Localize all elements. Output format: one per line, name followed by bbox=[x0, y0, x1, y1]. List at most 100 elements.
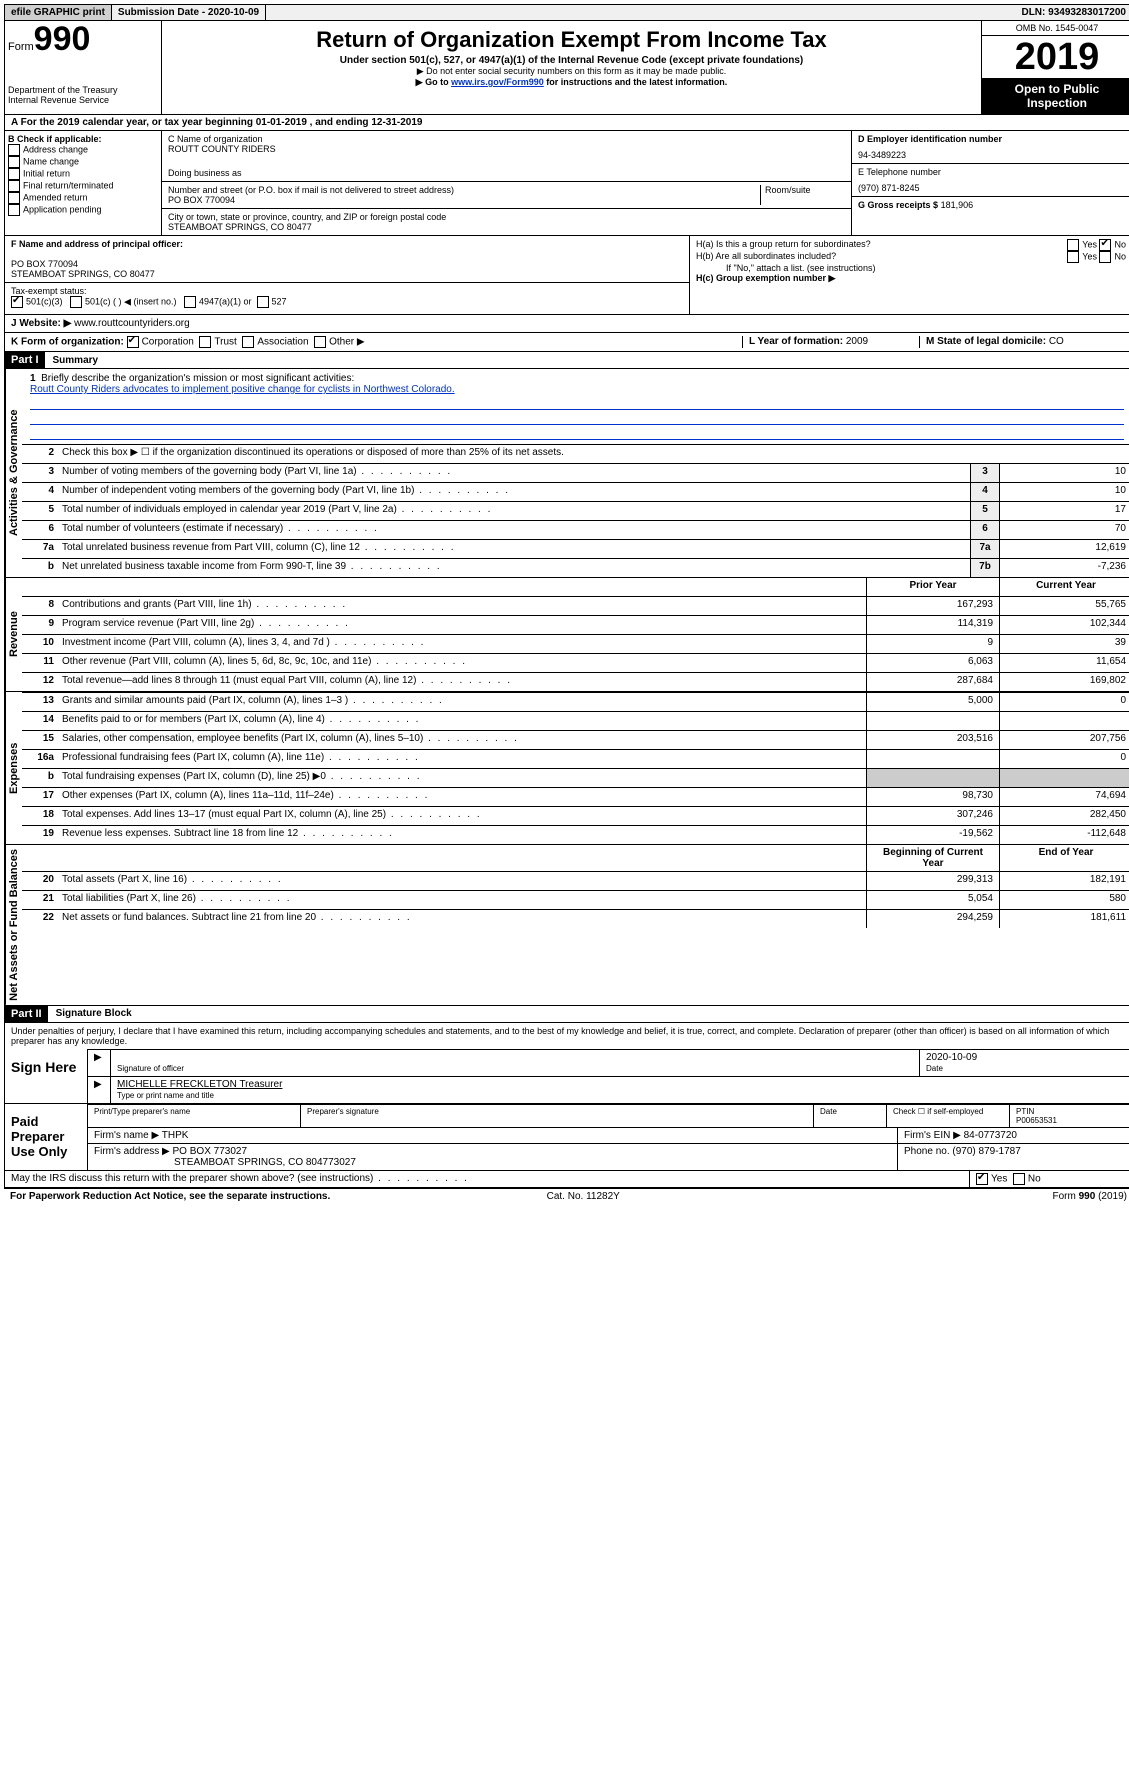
governance-section: Activities & Governance 1 Briefly descri… bbox=[4, 369, 1129, 578]
org-city: STEAMBOAT SPRINGS, CO 80477 bbox=[168, 222, 845, 232]
col-d-ids: D Employer identification number 94-3489… bbox=[851, 131, 1129, 235]
data-line: 9Program service revenue (Part VIII, lin… bbox=[22, 615, 1129, 634]
submission-date: Submission Date - 2020-10-09 bbox=[112, 5, 266, 20]
city-label: City or town, state or province, country… bbox=[168, 212, 845, 222]
cb-ha-yes[interactable] bbox=[1067, 239, 1079, 251]
gov-line: bNet unrelated business taxable income f… bbox=[22, 558, 1129, 577]
ha-label: H(a) Is this a group return for subordin… bbox=[696, 239, 871, 251]
form-title: Return of Organization Exempt From Incom… bbox=[166, 27, 977, 53]
pp-sig-label: Preparer's signature bbox=[301, 1105, 814, 1127]
data-line: 8Contributions and grants (Part VIII, li… bbox=[22, 596, 1129, 615]
hb-note: If "No," attach a list. (see instruction… bbox=[696, 263, 1126, 273]
cb-other[interactable] bbox=[314, 336, 326, 348]
irs-link[interactable]: www.irs.gov/Form990 bbox=[451, 77, 544, 87]
col-b-checkboxes: B Check if applicable: Address change Na… bbox=[5, 131, 162, 235]
cb-hb-no[interactable] bbox=[1099, 251, 1111, 263]
cb-4947[interactable] bbox=[184, 296, 196, 308]
officer-name: MICHELLE FRECKLETON Treasurer bbox=[117, 1079, 282, 1090]
cb-501c3[interactable] bbox=[11, 296, 23, 308]
expenses-section: Expenses 13Grants and similar amounts pa… bbox=[4, 692, 1129, 845]
data-line: 15Salaries, other compensation, employee… bbox=[22, 730, 1129, 749]
dba-label: Doing business as bbox=[168, 168, 845, 178]
pp-self-employed: Check ☐ if self-employed bbox=[887, 1105, 1010, 1127]
cb-trust[interactable] bbox=[199, 336, 211, 348]
hc-label: H(c) Group exemption number ▶ bbox=[696, 273, 1126, 284]
section-fh: F Name and address of principal officer:… bbox=[4, 236, 1129, 315]
part1-header: Part I bbox=[5, 352, 45, 368]
firm-addr-label: Firm's address ▶ bbox=[94, 1146, 170, 1157]
tab-net-assets: Net Assets or Fund Balances bbox=[5, 845, 22, 1005]
k-row: K Form of organization: Corporation Trus… bbox=[4, 333, 1129, 352]
k-label: K Form of organization: bbox=[11, 337, 124, 348]
efile-label[interactable]: efile GRAPHIC print bbox=[5, 5, 112, 20]
cb-name-change[interactable] bbox=[8, 156, 20, 168]
cb-address-change[interactable] bbox=[8, 144, 20, 156]
sign-here-label: Sign Here bbox=[5, 1049, 88, 1103]
penalty-statement: Under penalties of perjury, I declare th… bbox=[5, 1023, 1129, 1049]
data-line: 18Total expenses. Add lines 13–17 (must … bbox=[22, 806, 1129, 825]
page-footer: For Paperwork Reduction Act Notice, see … bbox=[4, 1188, 1129, 1204]
open-to-public: Open to Public Inspection bbox=[982, 78, 1129, 114]
signature-block: Under penalties of perjury, I declare th… bbox=[4, 1023, 1129, 1188]
data-line: 20Total assets (Part X, line 16)299,3131… bbox=[22, 871, 1129, 890]
cb-amended[interactable] bbox=[8, 192, 20, 204]
ein-value: 94-3489223 bbox=[858, 150, 1126, 160]
website-value: www.routtcountyriders.org bbox=[74, 318, 190, 329]
data-line: 21Total liabilities (Part X, line 26)5,0… bbox=[22, 890, 1129, 909]
ptin-label: PTIN bbox=[1016, 1107, 1034, 1116]
col-prior: Prior Year bbox=[866, 578, 999, 596]
cb-final-return[interactable] bbox=[8, 180, 20, 192]
gross-value: 181,906 bbox=[941, 200, 974, 210]
footer-left: For Paperwork Reduction Act Notice, see … bbox=[10, 1191, 330, 1202]
cb-527[interactable] bbox=[257, 296, 269, 308]
m-label: M State of legal domicile: bbox=[926, 336, 1046, 347]
netassets-section: Net Assets or Fund Balances Beginning of… bbox=[4, 845, 1129, 1006]
phone-label: E Telephone number bbox=[858, 167, 1126, 177]
note-ssn: ▶ Do not enter social security numbers o… bbox=[166, 66, 977, 77]
cb-discuss-yes[interactable] bbox=[976, 1173, 988, 1185]
part2-title: Signature Block bbox=[48, 1006, 140, 1021]
tax-year: 2019 bbox=[982, 36, 1129, 78]
dept-label: Department of the Treasury Internal Reve… bbox=[8, 85, 158, 105]
org-name: ROUTT COUNTY RIDERS bbox=[168, 144, 845, 154]
cb-hb-yes[interactable] bbox=[1067, 251, 1079, 263]
mission-text: Routt County Riders advocates to impleme… bbox=[30, 384, 455, 395]
col-begin: Beginning of Current Year bbox=[866, 845, 999, 871]
paid-preparer-label: Paid Preparer Use Only bbox=[5, 1104, 88, 1170]
note-link: ▶ Go to www.irs.gov/Form990 for instruct… bbox=[166, 77, 977, 88]
firm-ein-label: Firm's EIN ▶ bbox=[904, 1130, 961, 1141]
footer-mid: Cat. No. 11282Y bbox=[547, 1191, 620, 1202]
data-line: 16aProfessional fundraising fees (Part I… bbox=[22, 749, 1129, 768]
q1-label: Briefly describe the organization's miss… bbox=[41, 373, 354, 384]
omb-number: OMB No. 1545-0047 bbox=[982, 21, 1129, 36]
data-line: 22Net assets or fund balances. Subtract … bbox=[22, 909, 1129, 928]
phone-value: (970) 871-8245 bbox=[858, 183, 1126, 193]
data-line: 13Grants and similar amounts paid (Part … bbox=[22, 692, 1129, 711]
firm-addr2: STEAMBOAT SPRINGS, CO 804773027 bbox=[94, 1157, 356, 1168]
gross-label: G Gross receipts $ bbox=[858, 200, 938, 210]
firm-ein: 84-0773720 bbox=[964, 1130, 1017, 1141]
website-row: J Website: ▶ www.routtcountyriders.org bbox=[4, 315, 1129, 333]
col-end: End of Year bbox=[999, 845, 1129, 871]
cb-assoc[interactable] bbox=[242, 336, 254, 348]
footer-right: Form 990 (2019) bbox=[1053, 1191, 1127, 1202]
data-line: 12Total revenue—add lines 8 through 11 (… bbox=[22, 672, 1129, 691]
website-label: J Website: ▶ bbox=[11, 318, 71, 329]
cb-corp[interactable] bbox=[127, 336, 139, 348]
f-addr1: PO BOX 770094 bbox=[11, 259, 683, 269]
org-address: PO BOX 770094 bbox=[168, 195, 760, 205]
form-subtitle: Under section 501(c), 527, or 4947(a)(1)… bbox=[166, 55, 977, 66]
data-line: bTotal fundraising expenses (Part IX, co… bbox=[22, 768, 1129, 787]
cb-initial-return[interactable] bbox=[8, 168, 20, 180]
data-line: 11Other revenue (Part VIII, column (A), … bbox=[22, 653, 1129, 672]
info-block: B Check if applicable: Address change Na… bbox=[4, 131, 1129, 236]
tax-status-label: Tax-exempt status: bbox=[11, 286, 87, 296]
cb-ha-no[interactable] bbox=[1099, 239, 1111, 251]
gov-line: 3Number of voting members of the governi… bbox=[22, 463, 1129, 482]
cb-app-pending[interactable] bbox=[8, 204, 20, 216]
cb-discuss-no[interactable] bbox=[1013, 1173, 1025, 1185]
cb-501c[interactable] bbox=[70, 296, 82, 308]
ptin-value: P00653531 bbox=[1016, 1116, 1057, 1125]
l-value: 2009 bbox=[846, 336, 868, 347]
f-addr2: STEAMBOAT SPRINGS, CO 80477 bbox=[11, 269, 683, 279]
